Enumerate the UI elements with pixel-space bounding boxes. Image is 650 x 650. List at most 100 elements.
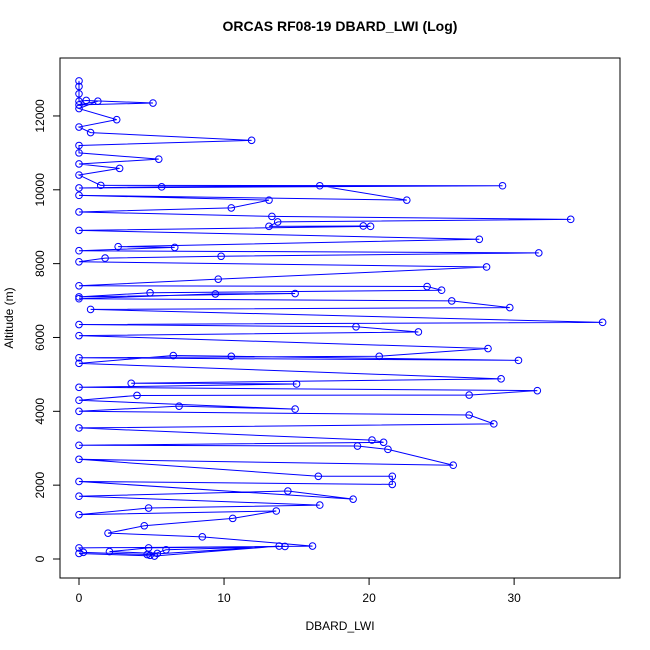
data-point: [75, 191, 83, 200]
data-point: [292, 380, 301, 388]
data-point: [475, 235, 484, 244]
data-point: [275, 542, 283, 550]
plot-frame: [59, 57, 621, 579]
x-tick-label: 0: [76, 591, 83, 605]
data-point: [75, 101, 83, 109]
y-tick-label: 8000: [33, 250, 47, 277]
data-line: [77, 80, 603, 557]
data-point: [75, 141, 83, 150]
data-point: [490, 420, 498, 428]
data-point: [75, 82, 83, 91]
x-tick-label: 20: [362, 591, 376, 605]
data-point: [143, 550, 151, 559]
x-axis-label: DBARD_LWI: [305, 619, 374, 633]
data-point: [75, 544, 83, 552]
data-point: [482, 263, 491, 271]
data-point: [388, 472, 397, 481]
data-point: [359, 222, 368, 230]
data-point: [314, 472, 323, 481]
data-point: [505, 303, 514, 312]
data-point: [150, 552, 159, 560]
data-point: [566, 215, 575, 224]
y-tick-label: 12000: [33, 99, 47, 133]
data-point: [281, 542, 289, 551]
data-point: [75, 424, 83, 432]
data-point: [465, 411, 473, 419]
data-point: [75, 549, 83, 558]
data-point: [169, 351, 178, 360]
data-point: [114, 242, 122, 251]
data-point: [465, 391, 473, 399]
data-point: [144, 504, 153, 512]
data-point: [157, 183, 166, 191]
data-point: [154, 155, 163, 163]
data-point: [94, 97, 102, 105]
data-point: [162, 545, 170, 554]
data-point: [384, 445, 392, 454]
data-point: [79, 548, 88, 557]
data-point: [175, 402, 183, 410]
data-point: [315, 501, 324, 509]
data-point: [75, 396, 83, 405]
data-point: [402, 196, 411, 204]
data-point: [75, 359, 83, 368]
data-point: [86, 305, 95, 314]
data-point: [368, 436, 376, 444]
data-point: [498, 181, 507, 190]
data-point: [497, 375, 505, 383]
data-point: [265, 196, 273, 204]
data-point: [227, 204, 236, 212]
data-point: [598, 318, 607, 327]
data-point: [349, 495, 357, 503]
data-point: [133, 391, 141, 400]
data-point: [291, 289, 299, 298]
data-point: [75, 407, 83, 416]
data-point: [75, 123, 83, 131]
data-point: [75, 492, 83, 501]
data-point: [273, 218, 282, 226]
data-point: [291, 405, 299, 413]
data-point: [272, 507, 281, 515]
data-point: [104, 529, 112, 537]
data-point: [75, 510, 83, 519]
data-point: [447, 297, 456, 305]
data-point: [75, 184, 83, 192]
data-point: [75, 294, 83, 303]
data-point: [284, 487, 292, 495]
data-point: [514, 356, 523, 365]
data-point: [353, 442, 362, 450]
data-point: [75, 149, 83, 157]
data-point: [217, 252, 225, 261]
data-point: [75, 160, 83, 168]
data-point: [96, 181, 105, 190]
x-tick-label: 30: [507, 591, 521, 605]
data-point: [140, 521, 149, 530]
data-point: [75, 246, 83, 255]
data-point: [75, 331, 83, 340]
y-tick-label: 10000: [33, 173, 47, 207]
y-tick-label: 2000: [33, 471, 47, 498]
x-tick-label: 10: [217, 591, 231, 605]
chart-title: ORCAS RF08-19 DBARD_LWI (Log): [223, 18, 458, 34]
data-point: [414, 328, 423, 336]
data-point: [115, 164, 124, 173]
y-axis-label: Altitude (m): [2, 287, 16, 348]
data-point: [75, 441, 83, 450]
data-point: [75, 477, 83, 486]
data-point: [112, 115, 121, 124]
data-point: [75, 97, 83, 105]
data-point: [268, 212, 276, 221]
data-point: [75, 281, 83, 290]
data-point: [315, 181, 324, 190]
data-point: [75, 104, 83, 113]
data-point: [75, 171, 83, 179]
data-point: [211, 290, 220, 298]
data-point: [265, 222, 273, 231]
data-point: [75, 208, 83, 216]
data-point: [379, 438, 388, 447]
y-tick-label: 4000: [33, 398, 47, 425]
data-point: [227, 352, 236, 361]
data-point: [75, 455, 83, 464]
